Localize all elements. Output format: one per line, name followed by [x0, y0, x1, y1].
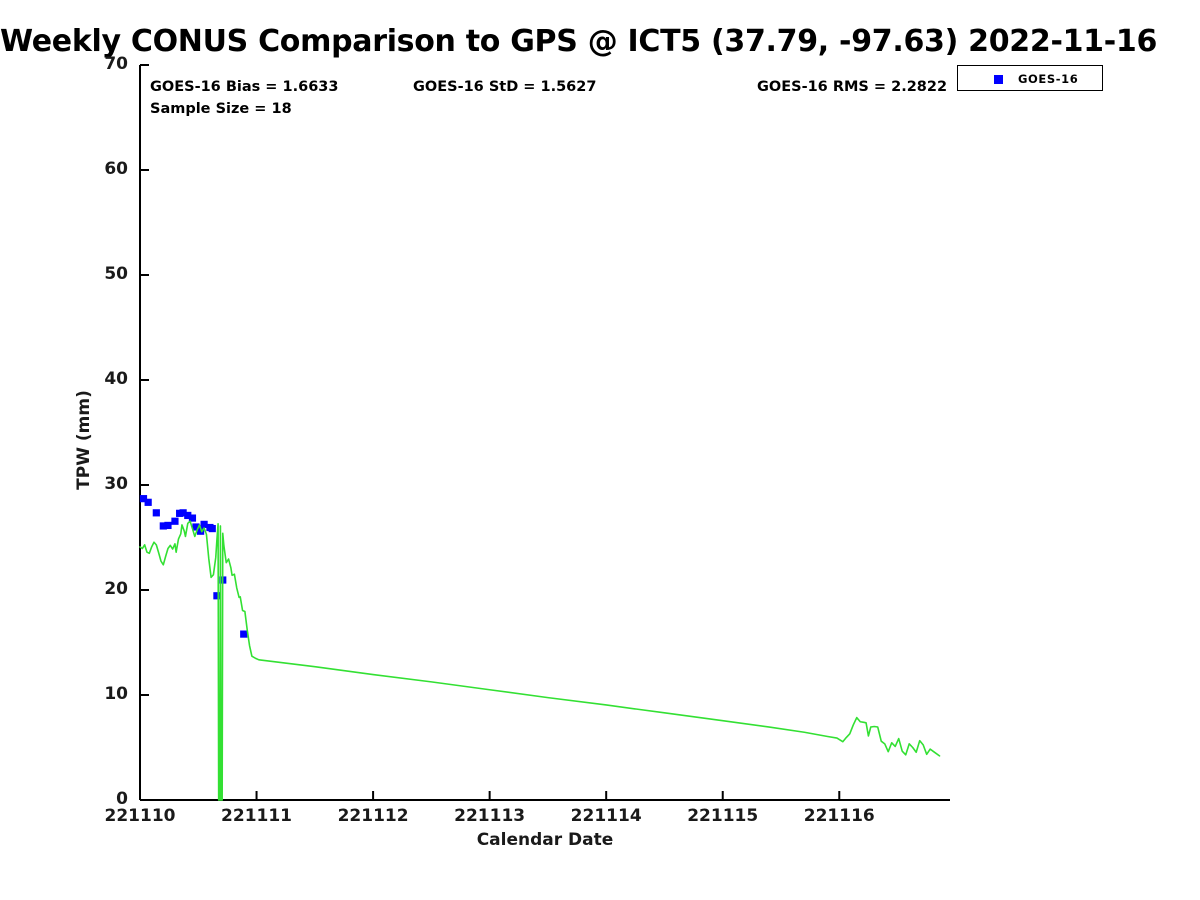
series-line-gps — [139, 520, 941, 801]
x-tick-label: 221111 — [221, 806, 293, 826]
legend-marker-goes-16 — [994, 75, 1003, 84]
legend: GOES-16 — [957, 65, 1103, 91]
x-tick-label: 221114 — [570, 806, 642, 826]
stat-sample-size: Sample Size = 18 — [150, 101, 292, 117]
data-point-marker — [213, 592, 221, 600]
data-point-marker — [208, 524, 216, 533]
page-title: Weekly CONUS Comparison to GPS @ ICT5 (3… — [0, 24, 1158, 59]
data-point-marker — [179, 509, 187, 517]
y-tick-label: 30 — [104, 474, 128, 494]
x-tick-label: 221112 — [337, 806, 409, 826]
stat-bias: GOES-16 Bias = 1.6633 — [150, 79, 339, 95]
data-point-marker — [171, 517, 179, 525]
y-tick-label: 50 — [104, 264, 128, 284]
x-tick-label: 221116 — [803, 806, 875, 826]
y-tick-label: 20 — [104, 579, 128, 599]
data-point-marker — [159, 522, 167, 530]
y-tick-label: 10 — [104, 684, 128, 704]
y-tick-label: 60 — [104, 159, 128, 179]
data-point-marker — [200, 520, 208, 528]
stat-std: GOES-16 StD = 1.5627 — [413, 79, 597, 95]
data-point-marker — [164, 521, 172, 530]
data-point-marker — [152, 509, 160, 517]
data-point-marker — [192, 523, 200, 531]
y-tick-label: 0 — [116, 789, 128, 809]
x-axis-title: Calendar Date — [476, 830, 614, 850]
data-point-marker — [188, 514, 197, 522]
stat-rms: GOES-16 RMS = 2.2822 — [757, 79, 948, 95]
legend-label-goes-16: GOES-16 — [1018, 72, 1079, 86]
x-tick-label: 221113 — [454, 806, 526, 826]
data-point-marker — [197, 527, 205, 535]
data-point-marker — [184, 511, 192, 520]
data-point-marker — [240, 630, 248, 638]
data-point-marker — [144, 498, 152, 506]
x-tick-label: 221110 — [104, 806, 176, 826]
y-tick-label: 70 — [104, 54, 128, 74]
y-tick-label: 40 — [104, 369, 128, 389]
x-tick-label: 221115 — [687, 806, 759, 826]
data-point-marker — [139, 495, 148, 503]
